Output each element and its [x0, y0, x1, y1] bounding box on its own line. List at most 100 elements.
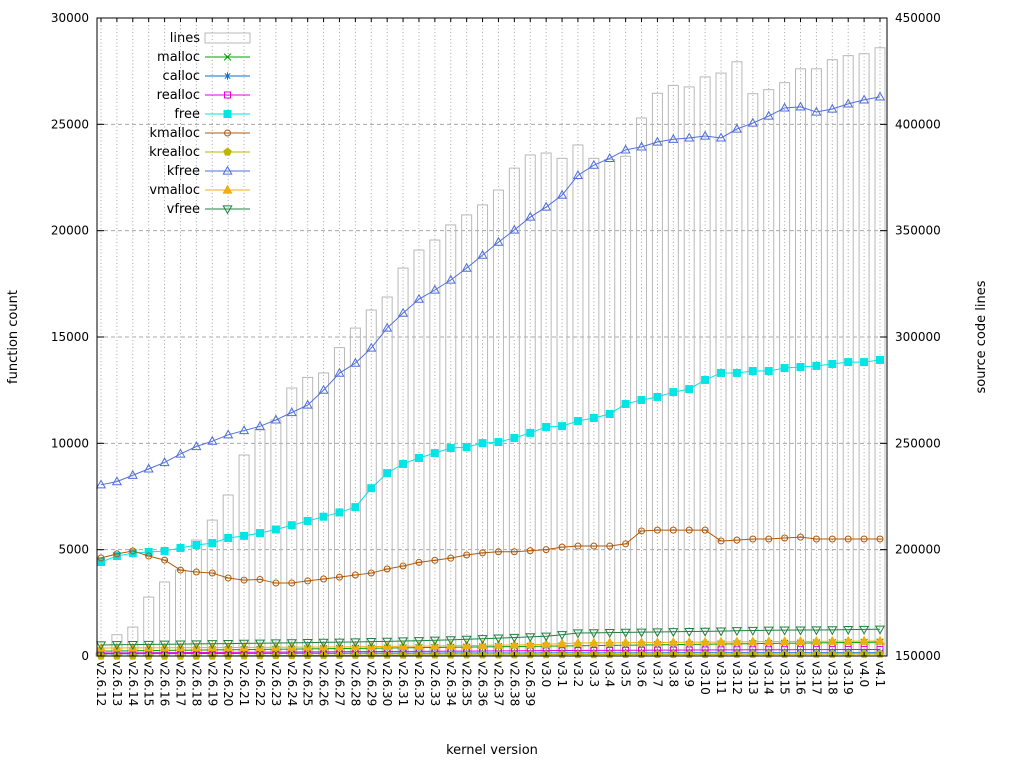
- svg-text:v2.6.17: v2.6.17: [173, 661, 187, 706]
- svg-text:10000: 10000: [51, 436, 89, 450]
- svg-text:350000: 350000: [895, 224, 941, 238]
- svg-text:v3.1: v3.1: [555, 661, 569, 687]
- svg-text:v3.19: v3.19: [841, 661, 855, 695]
- legend-item-realloc: realloc: [157, 88, 250, 103]
- plot-border: [96, 17, 888, 657]
- svg-text:v2.6.18: v2.6.18: [189, 661, 203, 706]
- svg-text:v2.6.14: v2.6.14: [126, 661, 140, 706]
- svg-text:450000: 450000: [895, 11, 941, 25]
- svg-text:v2.6.39: v2.6.39: [523, 661, 537, 706]
- svg-text:v2.6.31: v2.6.31: [396, 661, 410, 706]
- svg-text:5000: 5000: [58, 543, 89, 557]
- legend-item-vfree: vfree: [167, 202, 250, 217]
- svg-text:v2.6.13: v2.6.13: [110, 661, 124, 706]
- legend-item-calloc: calloc: [163, 69, 250, 84]
- legend-label-free: free: [174, 107, 200, 122]
- x-axis-labels: v2.6.12 v2.6.13 v2.6.14 v2.6.15 v2.6.16 v2.6.…: [94, 661, 887, 706]
- x-axis-title: kernel version: [446, 743, 538, 758]
- legend-item-kfree: kfree: [167, 164, 250, 179]
- svg-text:v4.0: v4.0: [857, 661, 871, 687]
- series-lines: [95, 47, 886, 657]
- legend-sample-box: [204, 32, 251, 44]
- svg-text:15000: 15000: [51, 330, 89, 344]
- y-axis-labels-left: 0 5000 10000 15000 20000 25000 30000: [51, 11, 89, 663]
- svg-text:v2.6.16: v2.6.16: [158, 661, 172, 706]
- svg-text:v3.11: v3.11: [714, 661, 728, 695]
- legend-item-lines: lines: [170, 31, 251, 46]
- legend-label-kfree: kfree: [167, 164, 200, 179]
- legend-label-krealloc: krealloc: [149, 145, 200, 160]
- svg-text:v3.7: v3.7: [650, 661, 664, 687]
- svg-text:v2.6.25: v2.6.25: [301, 661, 315, 706]
- svg-text:v2.6.37: v2.6.37: [491, 661, 505, 706]
- series-free: [97, 355, 884, 567]
- svg-text:v2.6.27: v2.6.27: [332, 661, 346, 706]
- svg-text:v3.13: v3.13: [746, 661, 760, 695]
- svg-text:v3.0: v3.0: [539, 661, 553, 687]
- svg-text:250000: 250000: [895, 436, 941, 450]
- legend-item-krealloc: krealloc: [149, 145, 250, 160]
- legend-item-malloc: malloc: [157, 50, 250, 65]
- svg-text:v2.6.36: v2.6.36: [476, 661, 490, 706]
- svg-text:v3.2: v3.2: [571, 661, 585, 687]
- legend: lines malloc calloc realloc free kmalloc kreal…: [149, 31, 251, 217]
- svg-text:v3.16: v3.16: [794, 661, 808, 695]
- legend-label-calloc: calloc: [163, 69, 200, 84]
- svg-text:v2.6.15: v2.6.15: [142, 661, 156, 706]
- svg-text:v3.3: v3.3: [587, 661, 601, 687]
- svg-text:v3.17: v3.17: [809, 661, 823, 695]
- legend-item-kmalloc: kmalloc: [150, 126, 250, 141]
- svg-text:300000: 300000: [895, 330, 941, 344]
- y-axis-labels-right: 150000 200000 250000 300000 350000 400000 4500…: [895, 11, 941, 663]
- svg-text:v2.6.35: v2.6.35: [460, 661, 474, 706]
- svg-text:20000: 20000: [51, 224, 89, 238]
- svg-text:v2.6.20: v2.6.20: [221, 661, 235, 706]
- legend-label-vmalloc: vmalloc: [149, 183, 200, 198]
- legend-item-free: free: [174, 107, 250, 122]
- svg-text:v3.5: v3.5: [619, 661, 633, 687]
- svg-text:v3.4: v3.4: [603, 661, 617, 687]
- legend-item-vmalloc: vmalloc: [149, 183, 250, 198]
- svg-text:v2.6.21: v2.6.21: [237, 661, 251, 706]
- svg-text:400000: 400000: [895, 117, 941, 131]
- y-axis-title-left: function count: [6, 290, 21, 384]
- svg-text:v3.10: v3.10: [698, 661, 712, 695]
- legend-label-realloc: realloc: [157, 88, 200, 103]
- svg-text:v2.6.26: v2.6.26: [317, 661, 331, 706]
- svg-text:v3.14: v3.14: [762, 661, 776, 695]
- legend-label-vfree: vfree: [167, 202, 200, 217]
- svg-text:v4.1: v4.1: [873, 661, 887, 687]
- svg-text:25000: 25000: [51, 117, 89, 131]
- series-kfree: [95, 91, 886, 489]
- svg-text:200000: 200000: [895, 543, 941, 557]
- legend-label-lines: lines: [170, 31, 200, 46]
- legend-label-malloc: malloc: [157, 50, 200, 65]
- svg-text:v2.6.22: v2.6.22: [253, 661, 267, 706]
- series-kmalloc: [97, 526, 884, 587]
- svg-text:v2.6.28: v2.6.28: [348, 661, 362, 706]
- svg-text:v2.6.29: v2.6.29: [364, 661, 378, 706]
- svg-text:v2.6.30: v2.6.30: [380, 661, 394, 706]
- y-axis-title-right: source code lines: [974, 280, 989, 393]
- svg-text:v2.6.12: v2.6.12: [94, 661, 108, 706]
- svg-text:v3.8: v3.8: [666, 661, 680, 687]
- svg-text:30000: 30000: [51, 11, 89, 25]
- svg-text:v2.6.34: v2.6.34: [444, 661, 458, 706]
- svg-text:v2.6.38: v2.6.38: [507, 661, 521, 706]
- svg-text:v2.6.24: v2.6.24: [285, 661, 299, 706]
- series-vfree: [95, 625, 886, 651]
- legend-label-kmalloc: kmalloc: [150, 126, 200, 141]
- svg-text:v3.12: v3.12: [730, 661, 744, 695]
- svg-text:v2.6.33: v2.6.33: [428, 661, 442, 706]
- svg-text:v2.6.23: v2.6.23: [269, 661, 283, 706]
- svg-text:v3.6: v3.6: [635, 661, 649, 687]
- svg-text:v3.9: v3.9: [682, 661, 696, 687]
- svg-text:v3.18: v3.18: [825, 661, 839, 695]
- svg-text:0: 0: [81, 649, 89, 663]
- svg-text:v3.15: v3.15: [778, 661, 792, 695]
- svg-text:v2.6.32: v2.6.32: [412, 661, 426, 706]
- svg-text:v2.6.19: v2.6.19: [205, 661, 219, 706]
- svg-text:150000: 150000: [895, 649, 941, 663]
